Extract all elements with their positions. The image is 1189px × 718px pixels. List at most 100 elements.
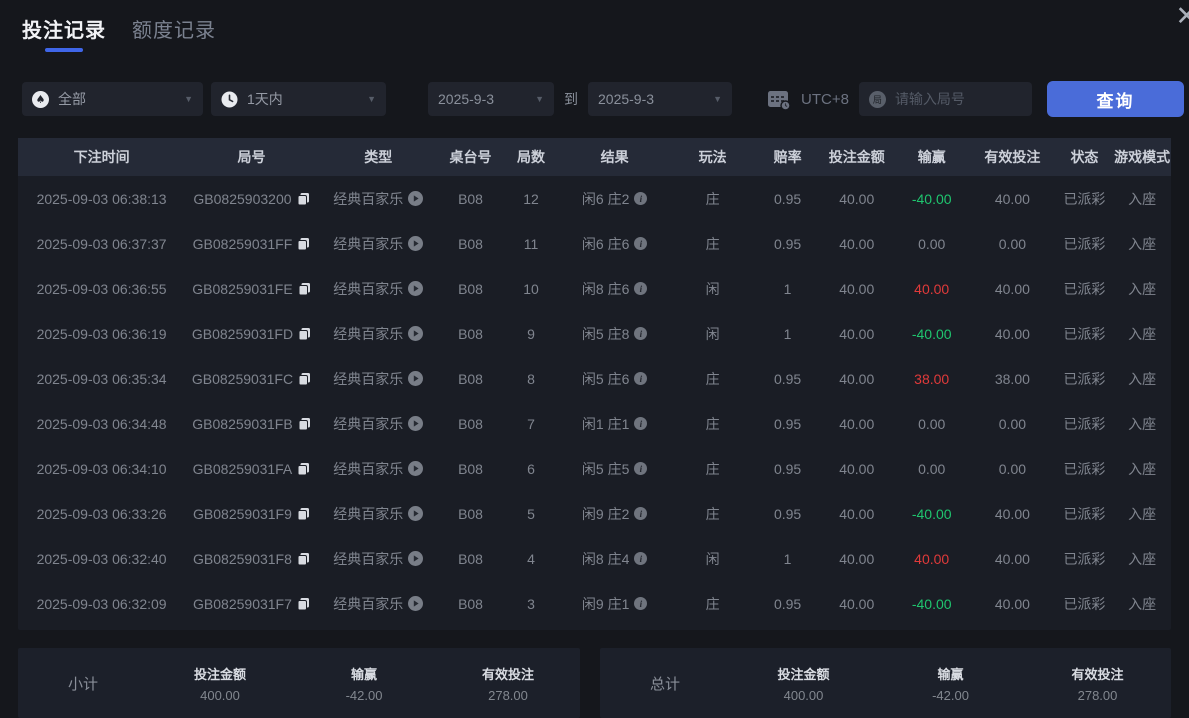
info-icon[interactable]: i <box>634 507 648 520</box>
total-winloss-value: -42.00 <box>932 687 969 703</box>
round-count: 6 <box>527 460 535 477</box>
copy-icon[interactable] <box>298 417 311 431</box>
column-header-valid-bet: 有效投注 <box>984 149 1041 165</box>
info-icon[interactable]: i <box>634 237 648 250</box>
result-text: 闲8 庄4 <box>581 550 630 567</box>
date-from-value: 2025-9-3 <box>438 91 495 107</box>
close-icon[interactable]: ✕ <box>1175 1 1189 32</box>
clock-icon <box>221 91 238 108</box>
game-mode: 入座 <box>1128 415 1157 432</box>
table-body: 2025-09-03 06:38:13 GB0825903200 经典百家乐 B… <box>18 176 1171 626</box>
game-mode: 入座 <box>1128 280 1157 297</box>
play-method: 庄 <box>705 370 720 387</box>
result-text: 闲9 庄2 <box>581 505 630 522</box>
play-method: 庄 <box>705 505 720 522</box>
winloss-value: 40.00 <box>914 550 950 567</box>
game-type: 经典百家乐 <box>333 460 404 477</box>
bet-time: 2025-09-03 06:36:19 <box>36 325 167 342</box>
winloss-value: 0.00 <box>918 460 946 477</box>
copy-icon[interactable] <box>297 507 310 521</box>
game-type: 经典百家乐 <box>333 190 404 207</box>
play-method: 庄 <box>705 460 720 477</box>
odds-value: 0.95 <box>773 235 802 252</box>
info-icon[interactable]: i <box>634 552 648 565</box>
spade-icon: ♠ <box>32 90 49 108</box>
valid-bet: 0.00 <box>998 460 1027 477</box>
game-mode: 入座 <box>1128 550 1157 567</box>
chevron-down-icon: ▼ <box>713 94 722 104</box>
round-number: GB08259031FF <box>192 235 293 252</box>
copy-icon[interactable] <box>298 282 311 296</box>
status-badge: 已派彩 <box>1063 460 1106 477</box>
play-method: 闲 <box>705 550 720 567</box>
total-winloss-title: 输赢 <box>937 666 964 682</box>
copy-icon[interactable] <box>298 372 311 386</box>
table-number: B08 <box>458 550 483 567</box>
game-type-select[interactable]: ♠ 全部 ▼ <box>22 82 203 116</box>
info-icon[interactable]: i <box>634 417 648 430</box>
info-icon[interactable]: i <box>634 462 648 475</box>
subtotal-winloss-title: 输赢 <box>350 666 377 682</box>
game-mode: 入座 <box>1128 505 1157 522</box>
copy-icon[interactable] <box>297 462 310 476</box>
subtotal-bet-title: 投注金额 <box>193 666 246 682</box>
tab-bet-records[interactable]: 投注记录 <box>22 14 106 52</box>
round-count: 12 <box>523 190 539 207</box>
copy-icon[interactable] <box>297 237 310 251</box>
round-number: GB08259031FD <box>191 325 294 342</box>
time-range-select[interactable]: 1天内 ▼ <box>211 82 386 116</box>
winloss-value: 38.00 <box>914 370 950 387</box>
column-header-bet-time: 下注时间 <box>73 149 130 165</box>
bet-amount: 40.00 <box>839 325 875 342</box>
copy-icon[interactable] <box>297 552 310 566</box>
column-header-status: 状态 <box>1070 149 1099 165</box>
column-header-game-mode: 游戏模式 <box>1114 149 1171 165</box>
info-icon[interactable]: i <box>634 372 648 385</box>
play-method: 庄 <box>705 190 720 207</box>
round-count: 10 <box>523 280 539 297</box>
column-header-result: 结果 <box>600 149 629 165</box>
copy-icon[interactable] <box>297 192 310 206</box>
info-icon[interactable]: i <box>634 327 648 340</box>
winloss-value: 0.00 <box>918 235 946 252</box>
status-badge: 已派彩 <box>1063 235 1106 252</box>
info-icon[interactable]: i <box>634 192 648 205</box>
info-icon[interactable]: i <box>634 282 648 295</box>
round-number-field[interactable]: 局 <box>858 82 1032 116</box>
game-mode: 入座 <box>1128 460 1157 477</box>
play-circle-icon <box>408 281 424 296</box>
copy-icon[interactable] <box>297 597 310 611</box>
query-button[interactable]: 查询 <box>1046 81 1184 117</box>
result-text: 闲5 庄8 <box>581 325 630 342</box>
odds-value: 1 <box>783 550 792 567</box>
total-valid-value: 278.00 <box>1077 687 1118 703</box>
round-number: GB08259031FB <box>192 415 293 432</box>
play-method: 庄 <box>705 595 720 612</box>
tab-quota-records[interactable]: 额度记录 <box>132 14 216 52</box>
result-text: 闲6 庄6 <box>581 235 630 252</box>
play-circle-icon <box>408 371 424 386</box>
copy-icon[interactable] <box>298 327 311 341</box>
table-row: 2025-09-03 06:37:37 GB08259031FF 经典百家乐 B… <box>18 221 1171 266</box>
round-count: 8 <box>527 370 535 387</box>
round-count: 9 <box>527 325 535 342</box>
winloss-value: 0.00 <box>918 415 946 432</box>
status-badge: 已派彩 <box>1063 505 1106 522</box>
bet-amount: 40.00 <box>839 550 875 567</box>
info-icon[interactable]: i <box>634 597 648 610</box>
date-from-select[interactable]: 2025-9-3 ▼ <box>428 82 554 116</box>
bet-amount: 40.00 <box>839 235 875 252</box>
winloss-value: -40.00 <box>911 190 952 207</box>
column-header-bet-amount: 投注金额 <box>828 149 885 165</box>
date-to-select[interactable]: 2025-9-3 ▼ <box>588 82 732 116</box>
column-header-table-no: 桌台号 <box>449 149 492 165</box>
table-row: 2025-09-03 06:35:34 GB08259031FC 经典百家乐 B… <box>18 356 1171 401</box>
status-badge: 已派彩 <box>1063 415 1106 432</box>
time-range-value: 1天内 <box>247 91 283 107</box>
table-row: 2025-09-03 06:36:19 GB08259031FD 经典百家乐 B… <box>18 311 1171 356</box>
timezone-label: UTC+8 <box>801 90 849 108</box>
game-type: 经典百家乐 <box>333 280 404 297</box>
round-number-input[interactable] <box>894 91 1005 107</box>
bet-amount: 40.00 <box>839 595 875 612</box>
result-text: 闲5 庄6 <box>581 370 630 387</box>
